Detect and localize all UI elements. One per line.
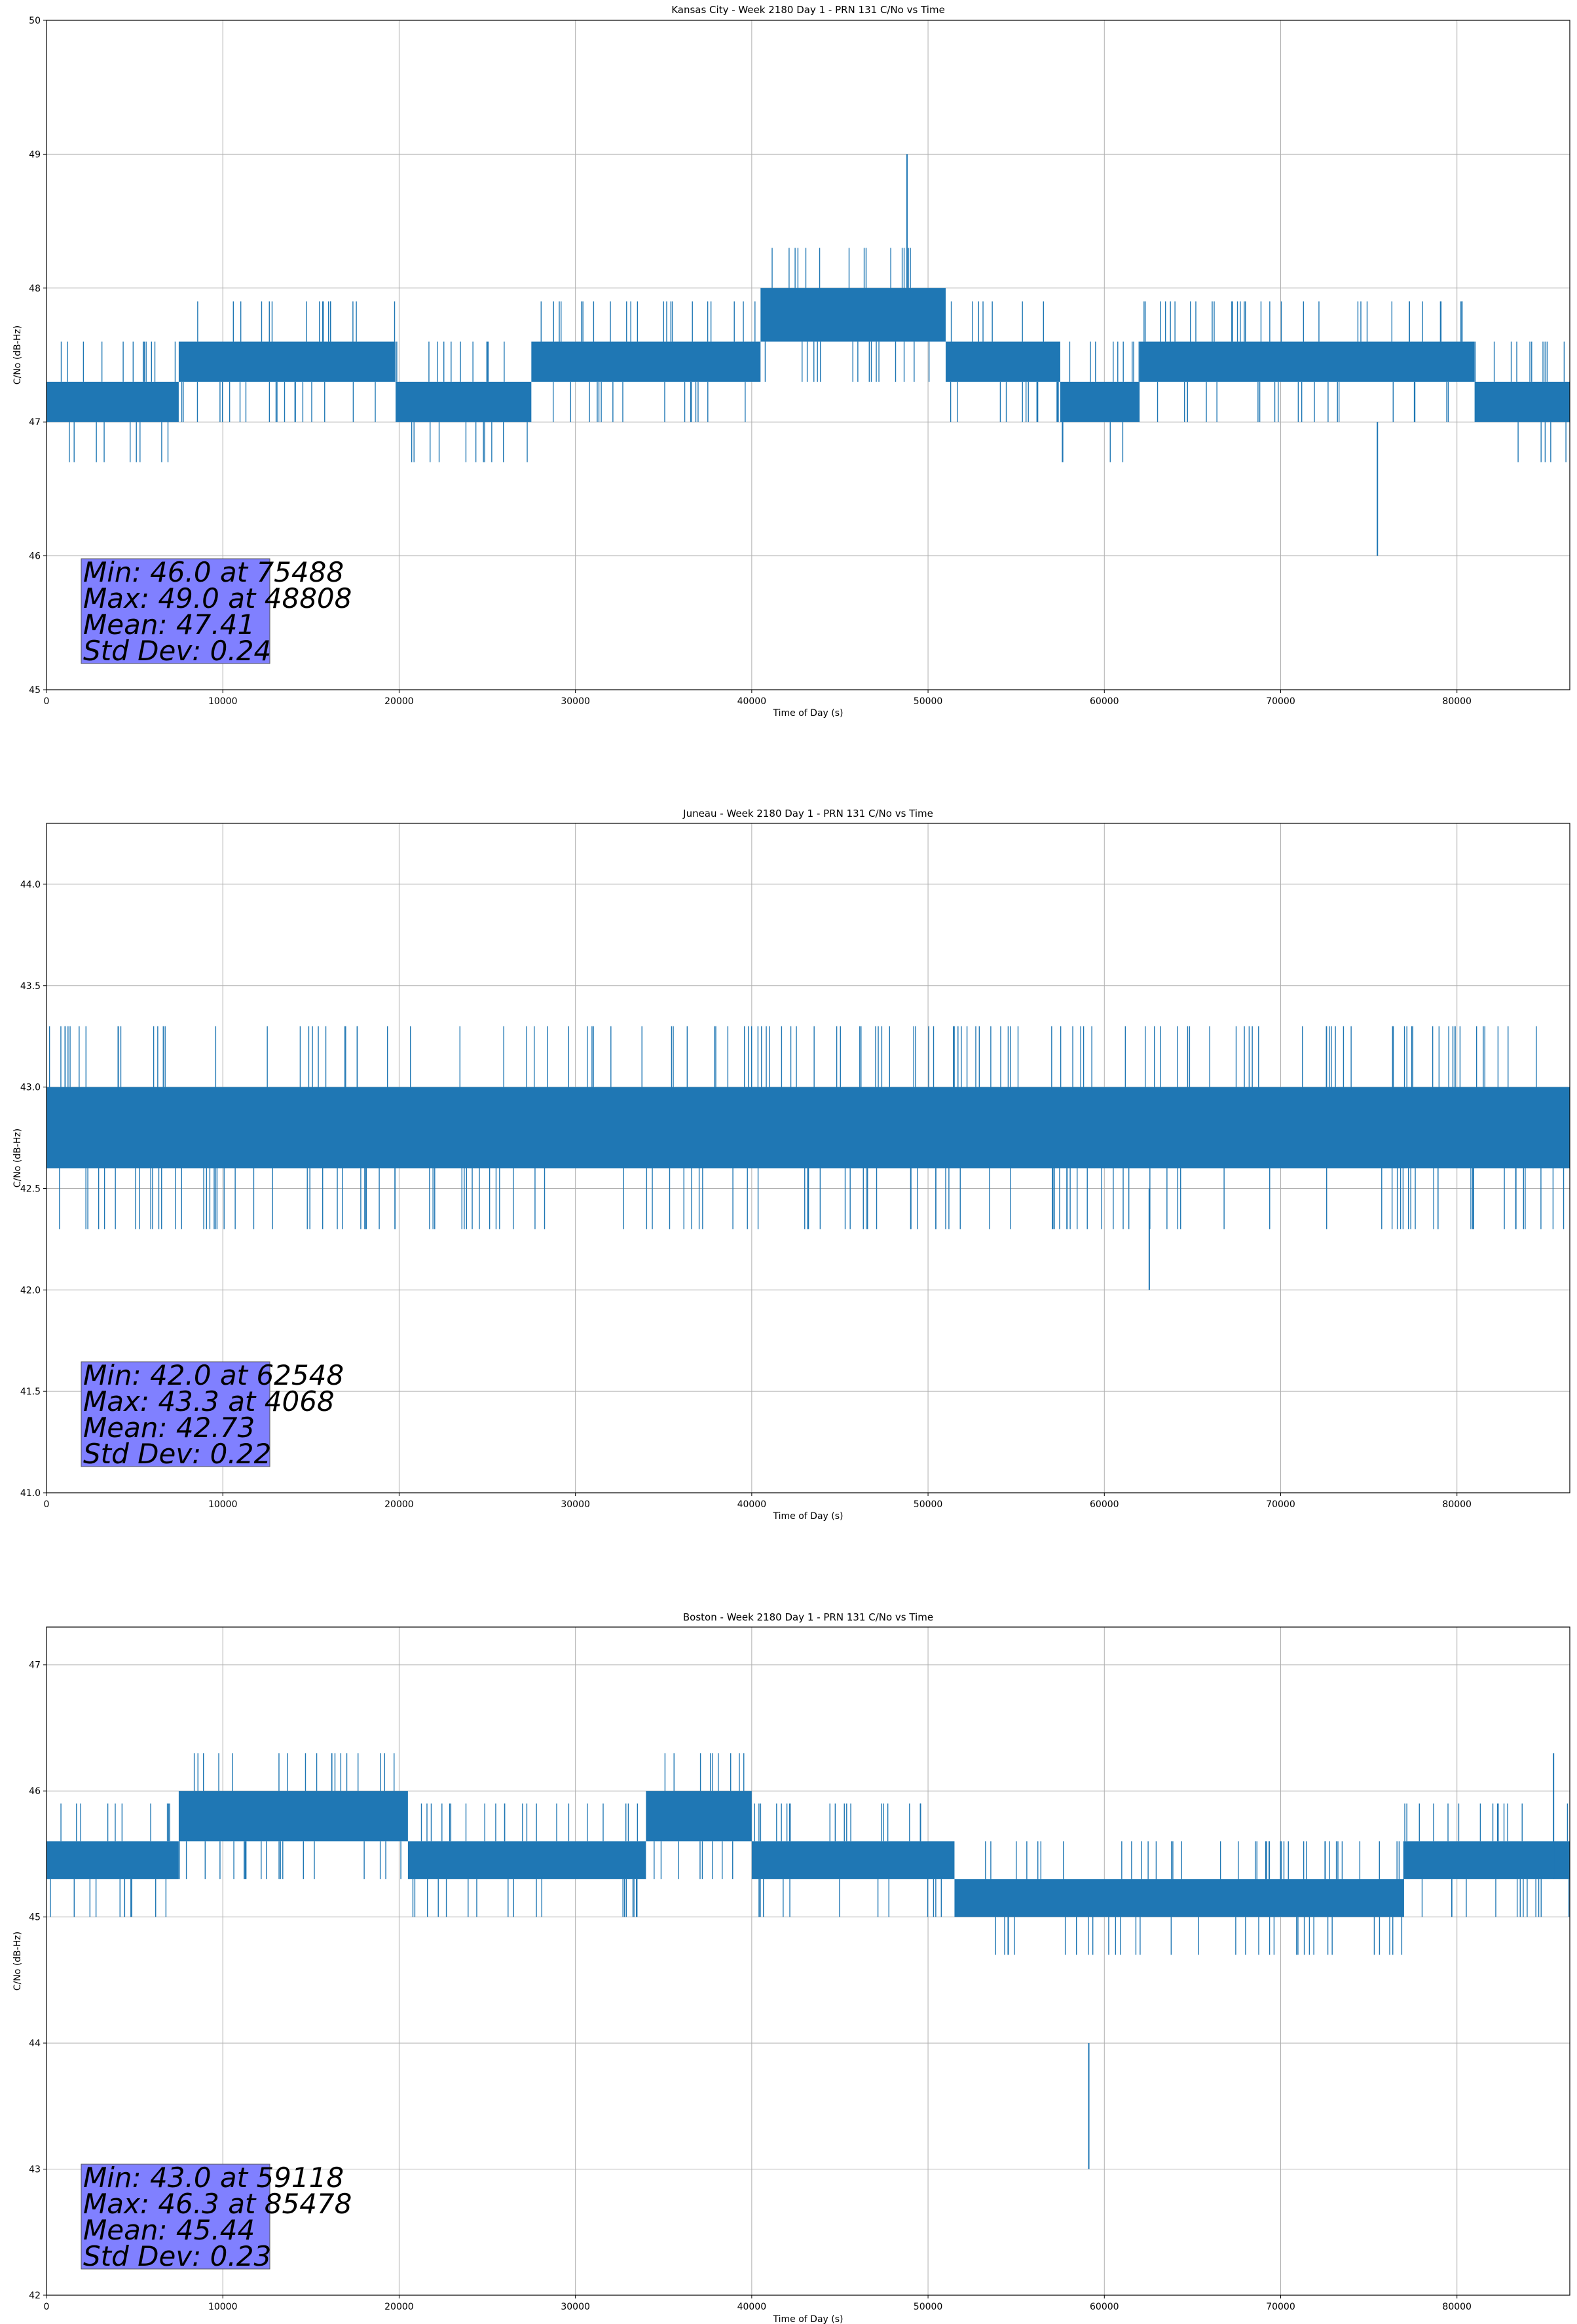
y-tick-label: 43.5 — [20, 981, 41, 992]
data-band — [1403, 1841, 1570, 1879]
data-band — [46, 1087, 1570, 1169]
x-tick-label: 40000 — [737, 1499, 767, 1510]
x-tick-label: 80000 — [1442, 1499, 1472, 1510]
x-tick-label: 30000 — [561, 1499, 590, 1510]
x-tick-label: 30000 — [561, 696, 590, 707]
stats-line: Std Dev: 0.22 — [83, 1438, 271, 1470]
y-axis-label: C/No (dB-Hz) — [12, 326, 23, 384]
x-tick-label: 80000 — [1442, 2302, 1472, 2312]
x-tick-label: 0 — [44, 2302, 50, 2312]
stats-line: Std Dev: 0.23 — [83, 2240, 271, 2272]
x-tick-label: 30000 — [561, 2302, 590, 2312]
data-band — [178, 1791, 408, 1842]
y-tick-label: 46 — [29, 1786, 41, 1797]
y-tick-label: 49 — [29, 149, 41, 160]
y-tick-label: 47 — [29, 417, 41, 428]
x-tick-label: 10000 — [208, 2302, 238, 2312]
data-band — [1140, 341, 1475, 382]
data-band — [531, 341, 761, 382]
axes-frame — [46, 1626, 1570, 2296]
x-tick-label: 80000 — [1442, 696, 1472, 707]
stats-line: Mean: 45.44 — [83, 2214, 255, 2246]
x-axis-label: Time of Day (s) — [773, 2314, 844, 2324]
stats-line: Min: 46.0 at 75488 — [83, 556, 344, 588]
y-tick-label: 42.5 — [20, 1184, 41, 1194]
y-tick-label: 44 — [29, 2038, 41, 2049]
data-band — [1060, 381, 1140, 422]
y-tick-label: 41.5 — [20, 1387, 41, 1397]
stats-line: Mean: 42.73 — [83, 1412, 255, 1444]
stats-line: Max: 46.3 at 85478 — [83, 2188, 352, 2220]
axes-frame — [46, 20, 1570, 690]
x-tick-label: 70000 — [1266, 696, 1295, 707]
axes-frame — [46, 823, 1570, 1493]
y-tick-label: 42.0 — [20, 1285, 41, 1296]
y-axis-label: C/No (dB-Hz) — [12, 1932, 23, 1991]
y-tick-label: 43.0 — [20, 1083, 41, 1093]
y-tick-label: 43 — [29, 2165, 41, 2175]
data-band — [751, 1841, 955, 1879]
y-tick-label: 45 — [29, 1913, 41, 1923]
x-tick-label: 20000 — [384, 2302, 414, 2312]
y-tick-label: 50 — [29, 16, 41, 26]
chart-panel-3: 0 10000 20000 30000 40000 50000 60000 70000 8000… — [12, 1611, 1570, 2324]
data-band — [407, 1841, 646, 1879]
y-tick-label: 46 — [29, 552, 41, 562]
data-band — [178, 341, 396, 382]
y-tick-label: 48 — [29, 284, 41, 294]
y-tick-label: 44.0 — [20, 880, 41, 890]
x-axis-label: Time of Day (s) — [773, 1511, 844, 1522]
y-tick-label: 45 — [29, 685, 41, 696]
stats-box — [81, 558, 270, 664]
x-tick-label: 10000 — [208, 696, 238, 707]
stats-line: Max: 43.3 at 4068 — [83, 1385, 335, 1417]
y-tick-label: 41.0 — [20, 1488, 41, 1499]
x-tick-label: 70000 — [1266, 1499, 1295, 1510]
x-axis-label: Time of Day (s) — [773, 708, 844, 719]
x-tick-label: 50000 — [914, 2302, 943, 2312]
x-tick-label: 10000 — [208, 1499, 238, 1510]
data-band — [396, 381, 532, 422]
x-tick-label: 50000 — [914, 696, 943, 707]
chart-panel-1: 0 10000 20000 30000 40000 50000 60000 70000 8000… — [12, 4, 1570, 719]
data-band — [646, 1791, 752, 1842]
x-tick-label: 0 — [44, 1499, 50, 1510]
data-band — [1474, 381, 1570, 422]
data-band — [46, 381, 179, 422]
x-tick-label: 0 — [44, 696, 50, 707]
chart-panel-2: 0 10000 20000 30000 40000 50000 60000 70000 8000… — [12, 808, 1570, 1522]
chart-title: Juneau - Week 2180 Day 1 - PRN 131 C/No … — [682, 808, 933, 819]
x-tick-label: 60000 — [1090, 2302, 1119, 2312]
data-band — [46, 1841, 179, 1879]
x-tick-label: 60000 — [1090, 1499, 1119, 1510]
stats-line: Std Dev: 0.24 — [83, 635, 271, 667]
stats-line: Min: 42.0 at 62548 — [83, 1359, 344, 1391]
x-tick-label: 40000 — [737, 2302, 767, 2312]
stats-line: Min: 43.0 at 59118 — [83, 2162, 344, 2194]
plot-area — [46, 1627, 1570, 2295]
chart-title: Kansas City - Week 2180 Day 1 - PRN 131 … — [671, 4, 945, 16]
stats-box — [81, 1361, 270, 1467]
x-tick-label: 70000 — [1266, 2302, 1295, 2312]
x-tick-label: 20000 — [384, 696, 414, 707]
x-tick-label: 50000 — [914, 1499, 943, 1510]
chart-title: Boston - Week 2180 Day 1 - PRN 131 C/No … — [683, 1611, 933, 1623]
x-tick-label: 60000 — [1090, 696, 1119, 707]
stats-line: Mean: 47.41 — [83, 609, 255, 641]
y-tick-label: 42 — [29, 2291, 41, 2301]
x-tick-label: 40000 — [737, 696, 767, 707]
y-axis-label: C/No (dB-Hz) — [12, 1129, 23, 1188]
stats-box — [81, 2164, 270, 2270]
y-tick-label: 47 — [29, 1660, 41, 1671]
x-tick-label: 20000 — [384, 1499, 414, 1510]
data-band — [760, 288, 946, 342]
data-band — [945, 341, 1060, 382]
stats-line: Max: 49.0 at 48808 — [83, 582, 352, 614]
data-band — [954, 1879, 1404, 1917]
